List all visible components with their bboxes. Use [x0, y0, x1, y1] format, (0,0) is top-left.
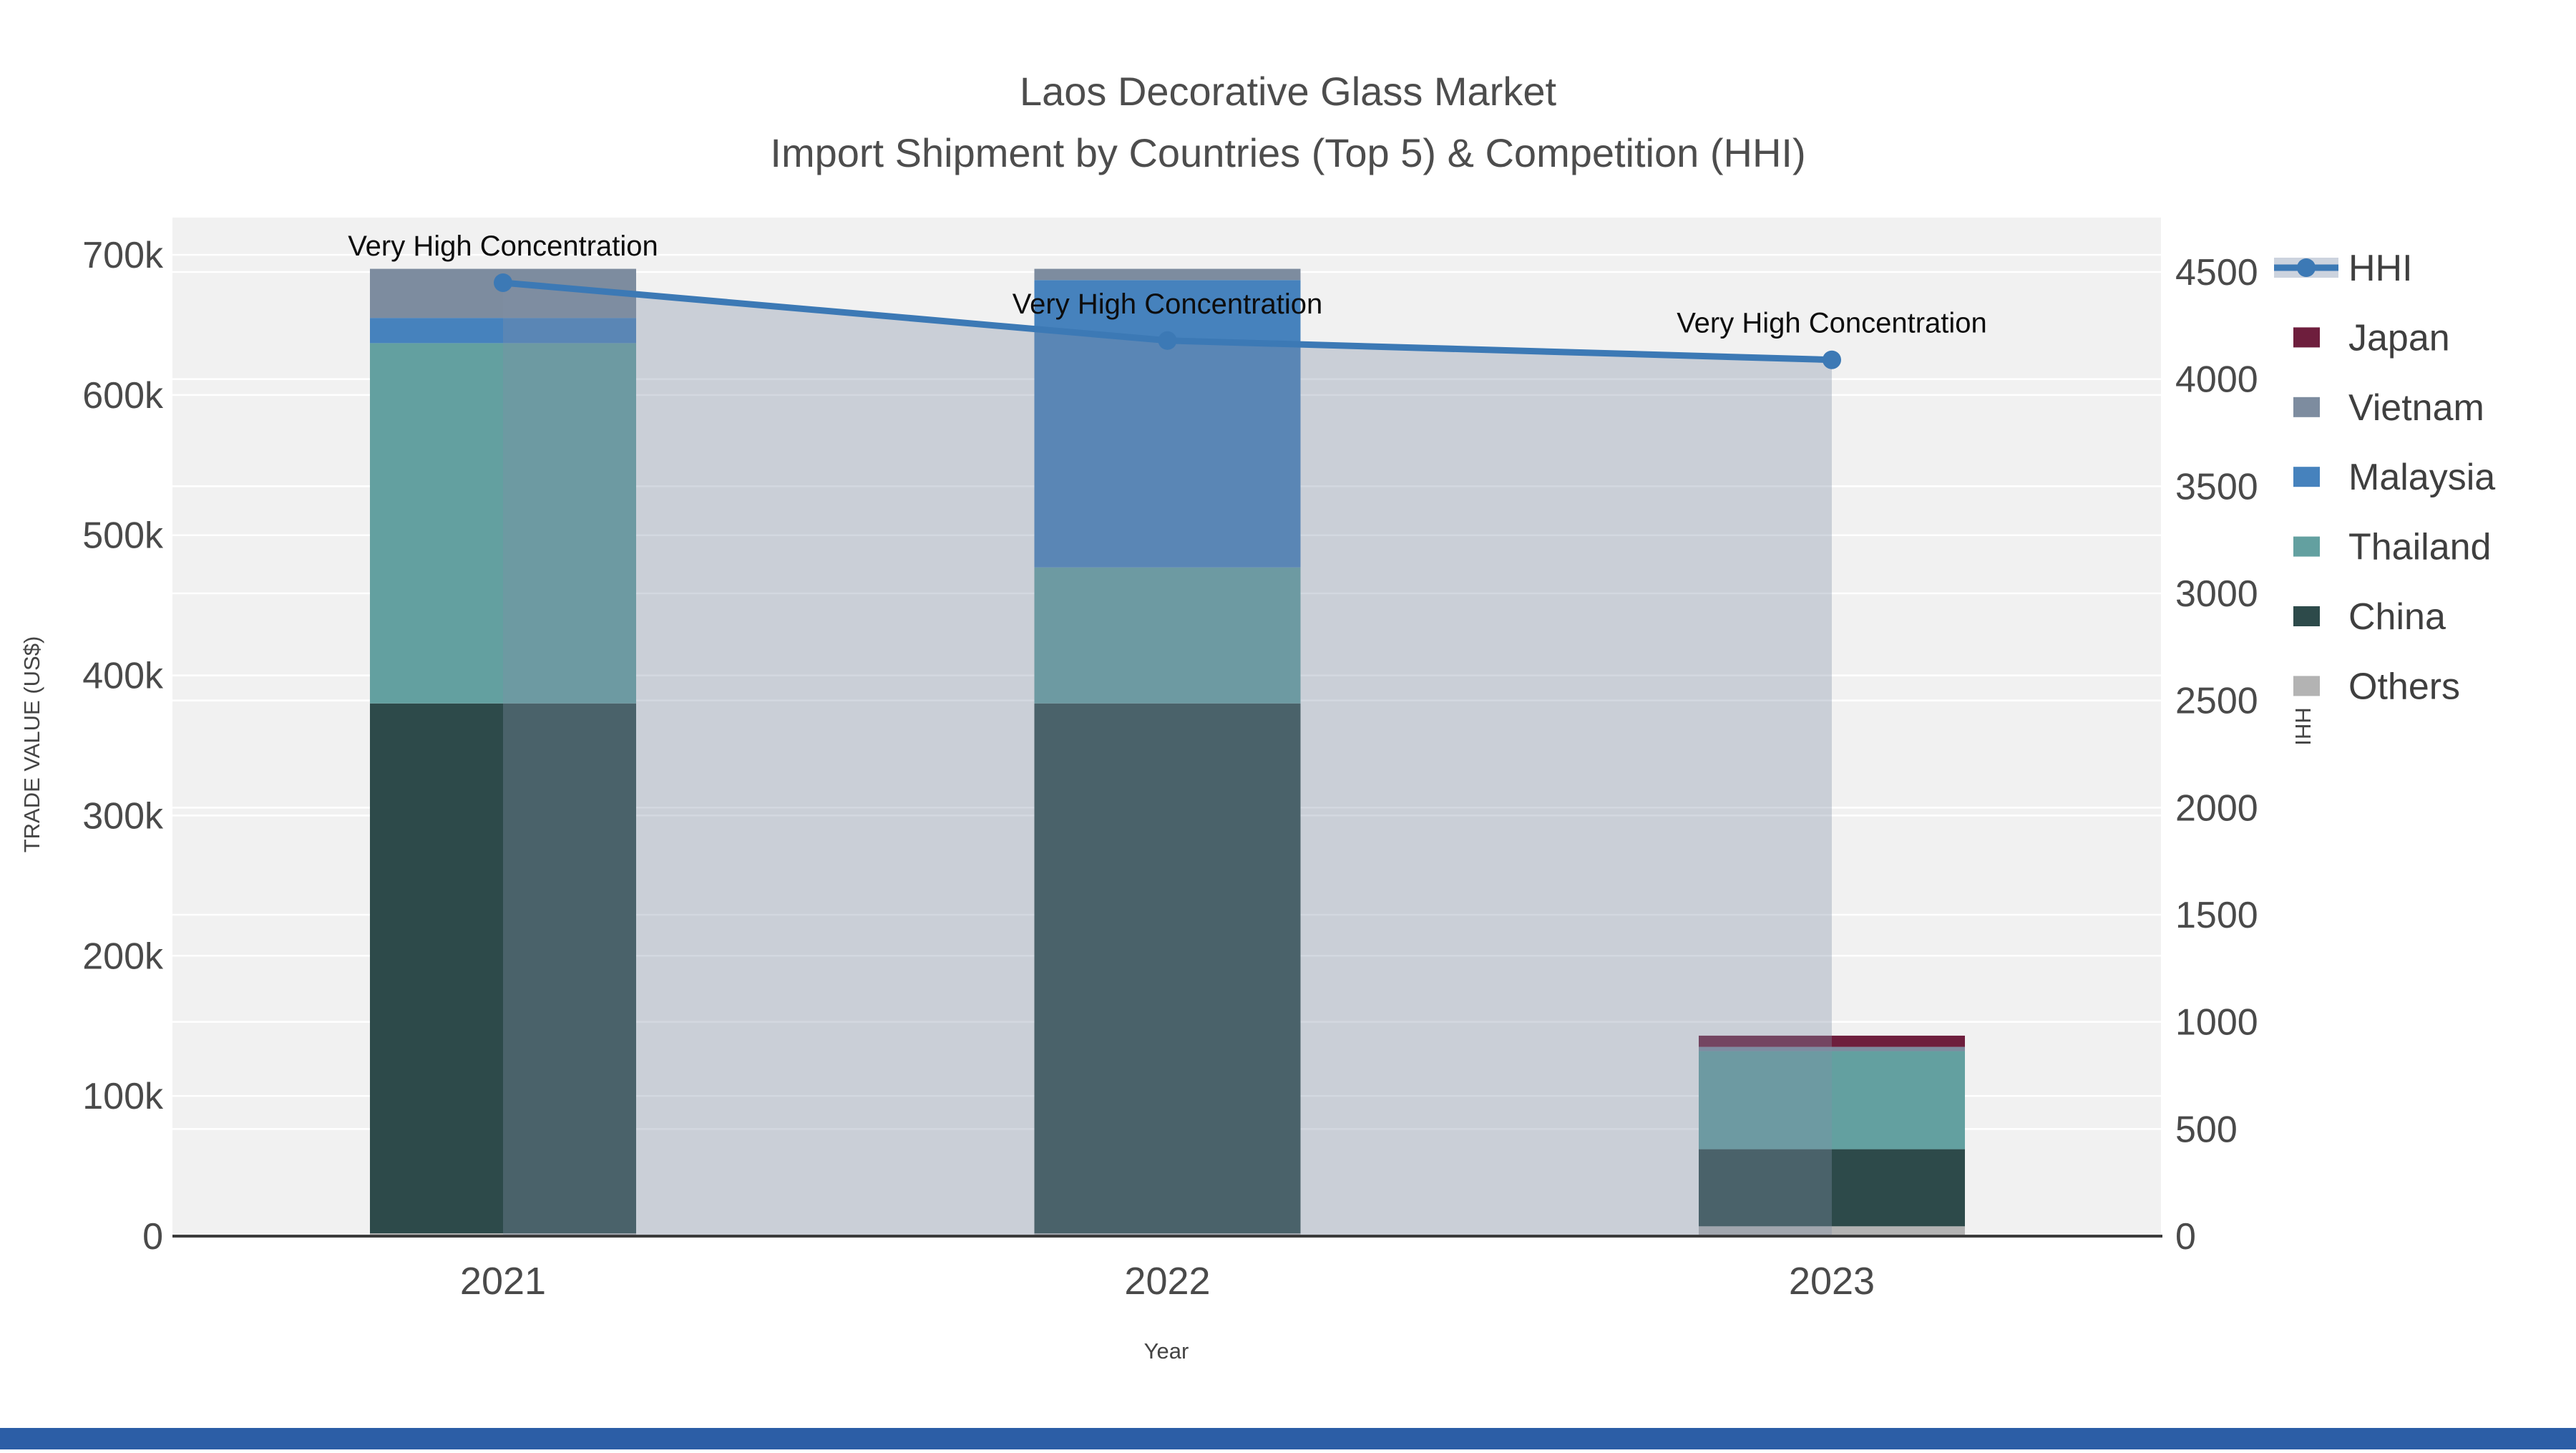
- hhi-fill-area: [503, 282, 1832, 1236]
- bar-segment-thailand-2021: [370, 343, 636, 704]
- bar-segment-thailand-2022: [1034, 567, 1301, 704]
- x-tick-2023: 2023: [1789, 1260, 1875, 1303]
- x-tick-2021: 2021: [460, 1260, 546, 1303]
- bar-segment-vietnam-2022: [1034, 268, 1301, 281]
- annotation-2022: Very High Concentration: [1013, 288, 1323, 320]
- legend-swatch-thailand: [2293, 536, 2320, 557]
- x-axis-title: Year: [1144, 1338, 1189, 1364]
- y-left-tick-200k: 200k: [82, 936, 164, 977]
- legend-item-vietnam[interactable]: Vietnam: [2293, 387, 2484, 429]
- y-axis-left-title: TRADE VALUE (US$): [19, 636, 44, 853]
- legend-swatch-vietnam: [2293, 397, 2320, 417]
- legend-item-thailand[interactable]: Thailand: [2293, 527, 2491, 568]
- y-right-tick-1000: 1000: [2175, 1002, 2258, 1044]
- legend-label-china: China: [2348, 596, 2446, 638]
- bar-segment-malaysia-2022: [1034, 280, 1301, 568]
- legend-label-hhi: HHI: [2348, 248, 2413, 289]
- annotations: Very High Concentration Very High Concent…: [348, 230, 1987, 339]
- y-right-tick-0: 0: [2175, 1216, 2196, 1258]
- y-right-tick-1500: 1500: [2175, 895, 2258, 936]
- legend-label-malaysia: Malaysia: [2348, 457, 2495, 498]
- y-right-tick-2500: 2500: [2175, 681, 2258, 722]
- bar-segment-thailand-2023: [1699, 1051, 1965, 1150]
- legend-item-malaysia[interactable]: Malaysia: [2293, 457, 2495, 498]
- legend-item-hhi[interactable]: HHI: [2274, 248, 2413, 289]
- y-axis-right-ticks: 0 500 1000 1500 2000 2500 3000 3500 4000 4500: [2175, 252, 2258, 1258]
- legend-swatch-malaysia: [2293, 467, 2320, 487]
- legend-swatch-china: [2293, 606, 2320, 626]
- legend-line-marker: [2297, 258, 2316, 277]
- legend-item-japan[interactable]: Japan: [2293, 317, 2450, 359]
- bar-segment-china-2022: [1034, 703, 1301, 1234]
- bar-segment-vietnam-2023: [1699, 1046, 1965, 1051]
- stacked-bars: [370, 268, 1965, 1236]
- hhi-marker-2023: [1823, 350, 1841, 369]
- hhi-marker-2021: [494, 273, 512, 292]
- bottom-bar: [0, 1428, 2576, 1449]
- chart-title-line2: Import Shipment by Countries (Top 5) & C…: [770, 130, 1805, 175]
- bar-segment-japan-2023: [1699, 1035, 1965, 1047]
- chart-title-line1: Laos Decorative Glass Market: [1020, 69, 1557, 114]
- legend-swatch-others: [2293, 676, 2320, 696]
- y-left-tick-600k: 600k: [82, 375, 164, 417]
- legend-item-others[interactable]: Others: [2293, 666, 2460, 707]
- y-left-tick-500k: 500k: [82, 515, 164, 557]
- legend-label-vietnam: Vietnam: [2348, 387, 2484, 429]
- legend-label-japan: Japan: [2348, 317, 2450, 359]
- y-left-tick-0: 0: [142, 1216, 163, 1258]
- bar-segment-malaysia-2021: [370, 318, 636, 344]
- y-right-tick-4500: 4500: [2175, 252, 2258, 293]
- legend-label-others: Others: [2348, 666, 2460, 707]
- y-axis-left-ticks: 0 100k 200k 300k 400k 500k 600k 700k: [82, 235, 164, 1258]
- bar-segment-others-2023: [1699, 1226, 1965, 1236]
- y-right-tick-4000: 4000: [2175, 359, 2258, 401]
- legend: HHI Japan Vietnam Malaysia Thailand China Othe…: [2274, 248, 2495, 707]
- y-left-tick-100k: 100k: [82, 1076, 164, 1117]
- bar-segment-china-2021: [370, 703, 636, 1234]
- y-left-tick-400k: 400k: [82, 656, 164, 697]
- y-right-tick-500: 500: [2175, 1109, 2238, 1150]
- y-right-tick-3500: 3500: [2175, 466, 2258, 507]
- y-left-tick-700k: 700k: [82, 235, 164, 276]
- bar-segment-china-2023: [1699, 1149, 1965, 1227]
- y-right-tick-2000: 2000: [2175, 787, 2258, 829]
- legend-swatch-japan: [2293, 327, 2320, 348]
- x-axis-ticks: 2021 2022 2023: [460, 1260, 1875, 1303]
- hhi-marker-2022: [1158, 331, 1177, 350]
- legend-label-thailand: Thailand: [2348, 527, 2491, 568]
- x-tick-2022: 2022: [1124, 1260, 1210, 1303]
- hhi-markers: [494, 273, 1841, 369]
- y-left-tick-300k: 300k: [82, 795, 164, 837]
- annotation-2021: Very High Concentration: [348, 230, 658, 262]
- y-right-tick-3000: 3000: [2175, 573, 2258, 615]
- legend-item-china[interactable]: China: [2293, 596, 2446, 638]
- y-axis-right-title: HHI: [2290, 707, 2316, 745]
- annotation-2023: Very High Concentration: [1677, 308, 1987, 339]
